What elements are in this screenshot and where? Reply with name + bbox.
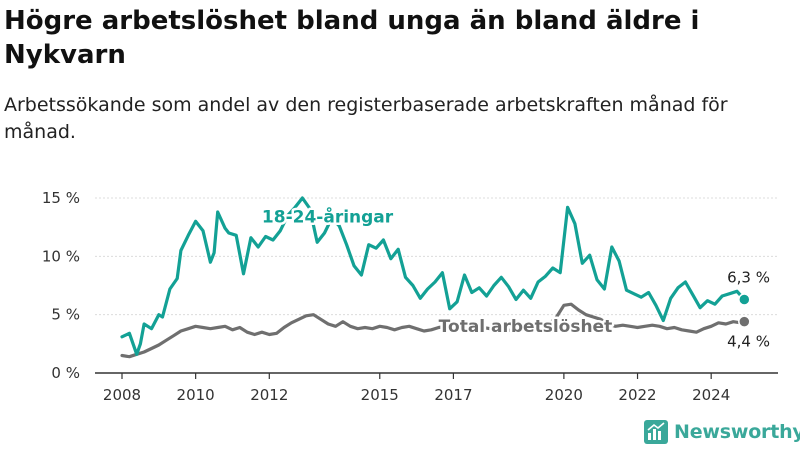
x-tick-label: 2022 [618, 386, 656, 404]
grid-lines [95, 197, 778, 316]
series-end-label-0: 6,3 % [727, 269, 770, 287]
y-tick-label: 10 % [42, 247, 80, 265]
x-axis: 2008 2010 2012 2015 2017 2020 2022 2024 [95, 372, 778, 404]
page-subtitle: Arbetssökande som andel av den registerb… [4, 94, 728, 143]
series-inline-label-0: 18-24-åringar [262, 206, 394, 228]
series-line-0 [120, 196, 746, 356]
y-axis-ticks: 0 % 5 % 10 % 15 % [42, 189, 80, 382]
series-inline-label-1: Total arbetslöshet [439, 317, 613, 337]
series-end-point-1 [738, 315, 751, 328]
y-tick-label: 0 % [51, 364, 80, 382]
x-tick-label: 2020 [545, 386, 583, 404]
series-end-label-1: 4,4 % [727, 333, 770, 351]
series-labels: 18-24-åringar Total arbetslöshet 6,3 % 4,4 … [259, 203, 770, 351]
x-tick-label: 2012 [250, 386, 288, 404]
y-tick-label: 5 % [51, 306, 80, 324]
page-title: Högre arbetslöshet bland unga än bland ä… [4, 6, 700, 70]
x-tick-label: 2015 [361, 386, 399, 404]
newsworthy-logo-icon [644, 420, 668, 444]
x-tick-label: 2008 [103, 386, 141, 404]
brand: Newsworthy [644, 420, 800, 444]
series-line-1 [120, 302, 746, 359]
x-tick-label: 2017 [434, 386, 472, 404]
x-tick-label: 2024 [692, 386, 730, 404]
x-tick-label: 2010 [177, 386, 215, 404]
brand-name: Newsworthy [674, 421, 800, 443]
series-end-point-0 [738, 293, 751, 306]
series-lines [120, 196, 751, 359]
y-tick-label: 15 % [42, 189, 80, 207]
